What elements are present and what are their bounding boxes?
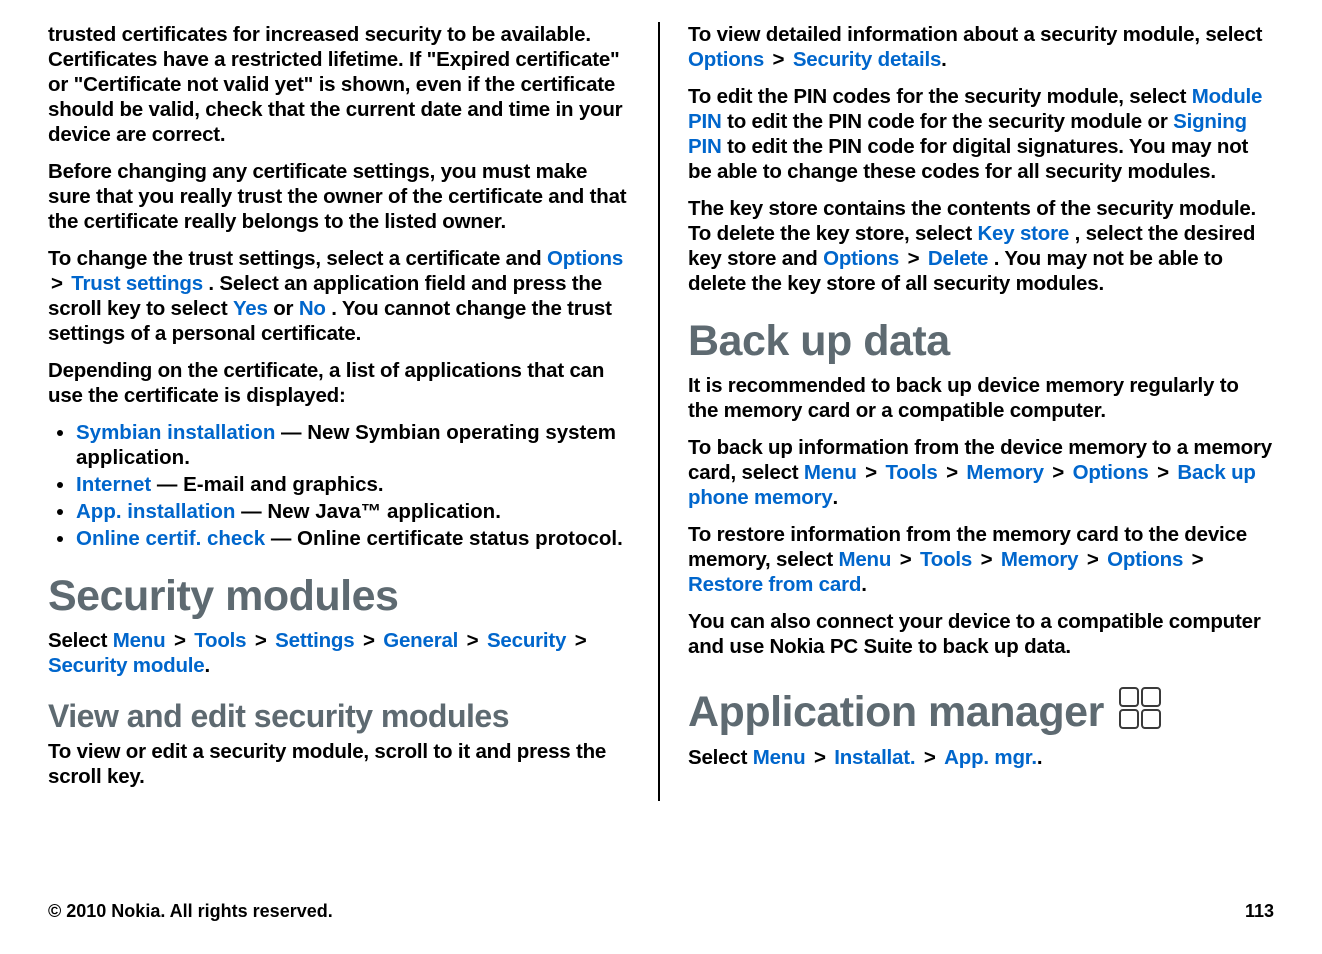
body-text: To change the trust settings, select a c… [48, 246, 634, 346]
breadcrumb-sep-icon: > [48, 272, 66, 295]
menu-link-trust-settings[interactable]: Trust settings [71, 272, 203, 295]
body-text: To back up information from the device m… [688, 435, 1274, 510]
text-run: . [861, 573, 867, 596]
list-item: App. installation — New Java™ applicatio… [76, 499, 634, 524]
text-run: . [1037, 746, 1043, 769]
menu-link-restore-from-card[interactable]: Restore from card [688, 573, 861, 596]
breadcrumb-sep-icon: > [978, 548, 996, 571]
breadcrumb-sep-icon: > [1084, 548, 1102, 571]
menu-link-memory[interactable]: Memory [1001, 548, 1078, 571]
breadcrumb-sep-icon: > [921, 746, 939, 769]
menu-link-no[interactable]: No [299, 297, 326, 320]
body-text: trusted certificates for increased secur… [48, 22, 634, 147]
heading-row-application-manager: Application manager [688, 671, 1274, 744]
heading-back-up-data: Back up data [688, 318, 1274, 365]
breadcrumb-sep-icon: > [811, 746, 829, 769]
menu-link-tools[interactable]: Tools [885, 461, 937, 484]
list-item: Online certif. check — Online certificat… [76, 526, 634, 551]
body-text: It is recommended to back up device memo… [688, 373, 1274, 423]
body-text: Before changing any certificate settings… [48, 159, 634, 234]
text-run: to edit the PIN code for the security mo… [727, 110, 1173, 133]
list-item-desc: — New Java™ application. [235, 500, 500, 523]
text-run: . [941, 48, 947, 71]
breadcrumb-sep-icon: > [1189, 548, 1207, 571]
application-list: Symbian installation — New Symbian opera… [48, 420, 634, 551]
application-manager-icon [1118, 686, 1162, 730]
text-run: To edit the PIN codes for the security m… [688, 85, 1192, 108]
body-text: Depending on the certificate, a list of … [48, 358, 634, 408]
menu-link-options[interactable]: Options [823, 247, 899, 270]
breadcrumb-sep-icon: > [572, 629, 590, 652]
menu-link-options[interactable]: Options [688, 48, 764, 71]
breadcrumb-sep-icon: > [897, 548, 915, 571]
menu-link-options[interactable]: Options [1107, 548, 1183, 571]
text-run: . [205, 654, 211, 677]
menu-link-app-mgr[interactable]: App. mgr. [944, 746, 1037, 769]
text-run: To view detailed information about a sec… [688, 23, 1262, 46]
menu-link-security-details[interactable]: Security details [793, 48, 941, 71]
breadcrumb-sep-icon: > [943, 461, 961, 484]
menu-link-memory[interactable]: Memory [966, 461, 1043, 484]
two-column-layout: trusted certificates for increased secur… [48, 22, 1274, 801]
body-text: To edit the PIN codes for the security m… [688, 84, 1274, 184]
copyright-text: © 2010 Nokia. All rights reserved. [48, 901, 333, 922]
menu-link-installat[interactable]: Installat. [834, 746, 915, 769]
list-item: Symbian installation — New Symbian opera… [76, 420, 634, 470]
heading-security-modules: Security modules [48, 573, 634, 620]
breadcrumb-sep-icon: > [862, 461, 880, 484]
list-item-desc: — E-mail and graphics. [151, 473, 383, 496]
menu-link-key-store[interactable]: Key store [977, 222, 1069, 245]
menu-link-tools[interactable]: Tools [194, 629, 246, 652]
text-run: . [833, 486, 839, 509]
breadcrumb-sep-icon: > [171, 629, 189, 652]
menu-link-tools[interactable]: Tools [920, 548, 972, 571]
menu-link-menu[interactable]: Menu [113, 629, 166, 652]
breadcrumb-sep-icon: > [1049, 461, 1067, 484]
menu-link-yes[interactable]: Yes [233, 297, 268, 320]
text-run: Select [48, 629, 113, 652]
menu-link-menu[interactable]: Menu [804, 461, 857, 484]
menu-link-options[interactable]: Options [547, 247, 623, 270]
page: trusted certificates for increased secur… [0, 0, 1322, 954]
menu-link-online-certif-check[interactable]: Online certif. check [76, 527, 265, 550]
body-text: To view detailed information about a sec… [688, 22, 1274, 72]
body-text: Select Menu > Tools > Settings > General… [48, 628, 634, 678]
menu-link-internet[interactable]: Internet [76, 473, 151, 496]
menu-link-symbian-installation[interactable]: Symbian installation [76, 421, 275, 444]
breadcrumb-sep-icon: > [252, 629, 270, 652]
breadcrumb-sep-icon: > [360, 629, 378, 652]
menu-link-menu[interactable]: Menu [838, 548, 891, 571]
menu-link-delete[interactable]: Delete [928, 247, 988, 270]
page-number: 113 [1245, 901, 1274, 922]
list-item: Internet — E-mail and graphics. [76, 472, 634, 497]
body-text: To restore information from the memory c… [688, 522, 1274, 597]
text-run: To change the trust settings, select a c… [48, 247, 547, 270]
menu-link-menu[interactable]: Menu [753, 746, 806, 769]
breadcrumb-sep-icon: > [1154, 461, 1172, 484]
menu-link-security-module[interactable]: Security module [48, 654, 205, 677]
page-footer: © 2010 Nokia. All rights reserved. 113 [48, 901, 1274, 922]
body-text: You can also connect your device to a co… [688, 609, 1274, 659]
breadcrumb-sep-icon: > [905, 247, 923, 270]
text-run: to edit the PIN code for digital signatu… [688, 135, 1248, 183]
menu-link-app-installation[interactable]: App. installation [76, 500, 235, 523]
menu-link-settings[interactable]: Settings [275, 629, 354, 652]
breadcrumb-sep-icon: > [770, 48, 788, 71]
heading-view-edit-security-modules: View and edit security modules [48, 698, 634, 735]
text-run: Select [688, 746, 753, 769]
right-column: To view detailed information about a sec… [658, 22, 1274, 801]
body-text: Select Menu > Installat. > App. mgr.. [688, 745, 1274, 770]
menu-link-options[interactable]: Options [1073, 461, 1149, 484]
heading-application-manager: Application manager [688, 689, 1104, 736]
left-column: trusted certificates for increased secur… [48, 22, 658, 801]
menu-link-security[interactable]: Security [487, 629, 566, 652]
body-text: The key store contains the contents of t… [688, 196, 1274, 296]
menu-link-general[interactable]: General [383, 629, 458, 652]
breadcrumb-sep-icon: > [464, 629, 482, 652]
text-run: or [273, 297, 299, 320]
list-item-desc: — Online certificate status protocol. [265, 527, 623, 550]
body-text: To view or edit a security module, scrol… [48, 739, 634, 789]
